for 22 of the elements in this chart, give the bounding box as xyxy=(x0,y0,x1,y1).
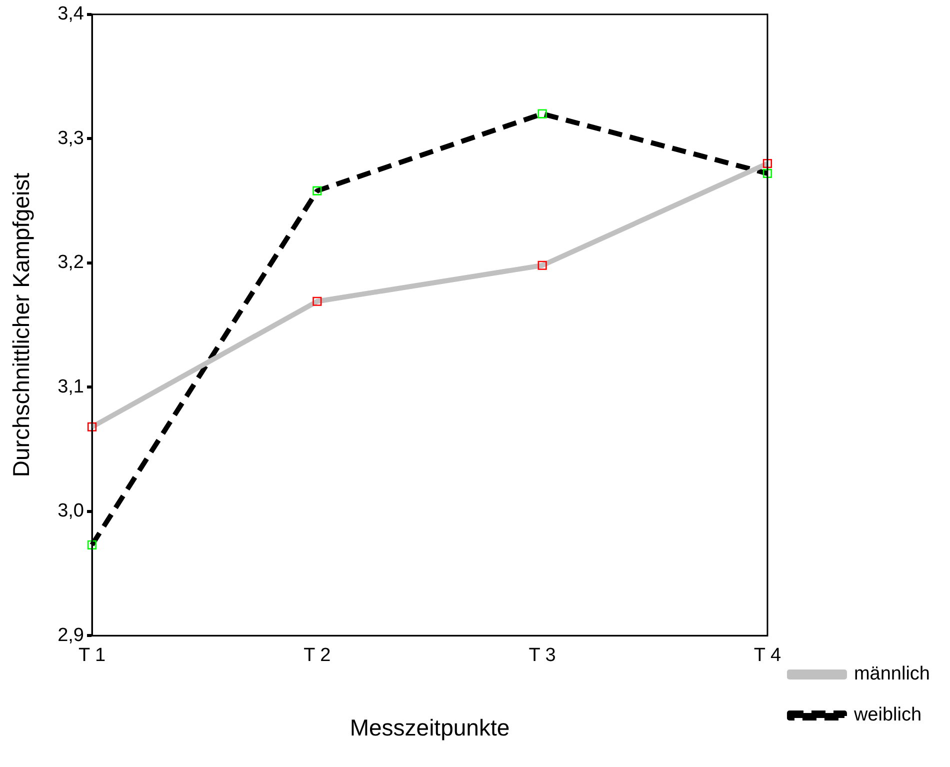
y-tick-label: 3,2 xyxy=(58,252,84,274)
point xyxy=(87,540,97,550)
x-tick-label: T 4 xyxy=(754,645,782,666)
y-tick-label: 2,9 xyxy=(58,624,84,646)
y-tick-label: 3,1 xyxy=(58,376,84,398)
legend-label: männlich xyxy=(854,664,930,685)
x-axis-title: Messzeitpunkte xyxy=(350,714,510,741)
y-tick-label: 3,3 xyxy=(58,128,84,149)
y-tick-label: 3,0 xyxy=(58,500,84,522)
point xyxy=(762,158,772,168)
y-tick-label: 3,4 xyxy=(58,4,84,25)
point xyxy=(762,168,772,178)
point xyxy=(87,422,97,432)
point xyxy=(538,260,547,270)
x-tick-label: T 1 xyxy=(78,645,106,666)
legend-label: weiblich xyxy=(852,704,922,726)
point xyxy=(538,109,547,118)
x-tick-label: T 2 xyxy=(304,645,331,666)
point xyxy=(312,186,322,196)
x-tick-label: T 3 xyxy=(528,645,556,666)
point xyxy=(312,296,322,306)
y-axis-title: Durchschnittlicher Kampfgeist xyxy=(8,172,34,478)
